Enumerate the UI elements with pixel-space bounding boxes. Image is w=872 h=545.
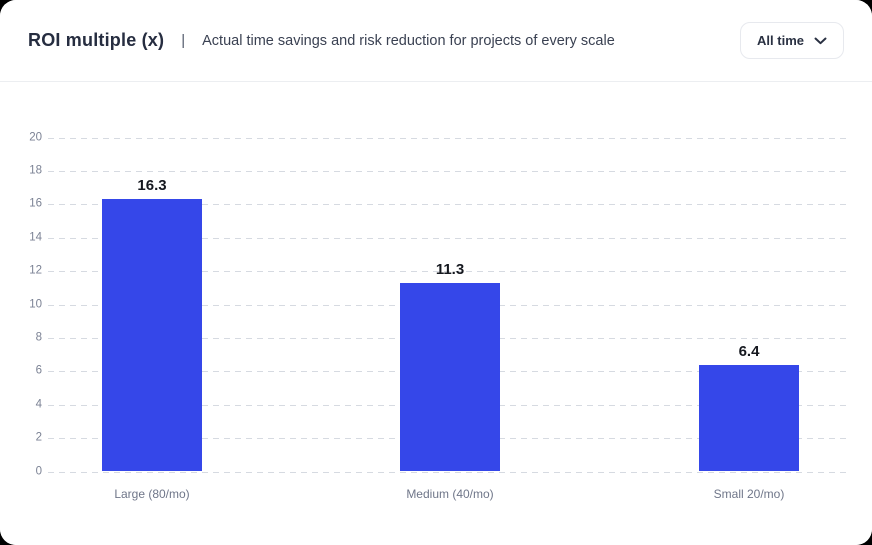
y-axis-tick-label: 0 — [35, 464, 42, 477]
time-filter-dropdown[interactable]: All time — [740, 22, 844, 59]
bar-value-label: 6.4 — [738, 342, 760, 360]
x-axis-category-label: Small 20/mo) — [713, 486, 785, 501]
bar-value-label: 16.3 — [137, 177, 167, 195]
y-axis-tick-label: 8 — [35, 331, 42, 344]
chevron-down-icon — [814, 37, 827, 45]
y-axis-tick-label: 14 — [29, 230, 42, 243]
y-axis-tick-label: 16 — [29, 197, 42, 210]
bar-value-label: 11.3 — [435, 260, 465, 278]
y-axis-tick-label: 12 — [29, 264, 42, 277]
x-axis-category-label: Medium (40/mo) — [406, 486, 494, 501]
bar-1 — [102, 199, 202, 472]
bar-chart: 20 18 16 14 12 10 8 6 4 2 0 16.3 Large (80/mo) 11.3 Me… — [0, 82, 872, 545]
gridline — [48, 271, 848, 273]
gridline — [48, 137, 848, 139]
x-axis-category-label: Large (80/mo) — [114, 486, 190, 501]
title-separator: | — [181, 32, 186, 49]
gridline — [48, 237, 848, 239]
time-filter-label: All time — [757, 33, 804, 48]
page-title: ROI multiple (x) — [28, 30, 165, 50]
y-axis-tick-label: 6 — [35, 364, 42, 377]
gridline — [48, 471, 848, 473]
bar-3 — [699, 364, 799, 472]
bar-2 — [400, 282, 500, 472]
y-axis-tick-label: 20 — [29, 130, 42, 143]
y-axis-tick-label: 2 — [35, 431, 42, 444]
y-axis-tick-label: 10 — [29, 297, 42, 310]
page-subtitle: Actual time savings and risk reduction f… — [202, 32, 615, 49]
card-header: ROI multiple (x) | Actual time savings a… — [0, 0, 872, 82]
y-axis-tick-label: 4 — [35, 397, 42, 410]
y-axis-tick-label: 18 — [29, 164, 42, 177]
gridline — [48, 170, 848, 172]
gridline — [48, 204, 848, 206]
